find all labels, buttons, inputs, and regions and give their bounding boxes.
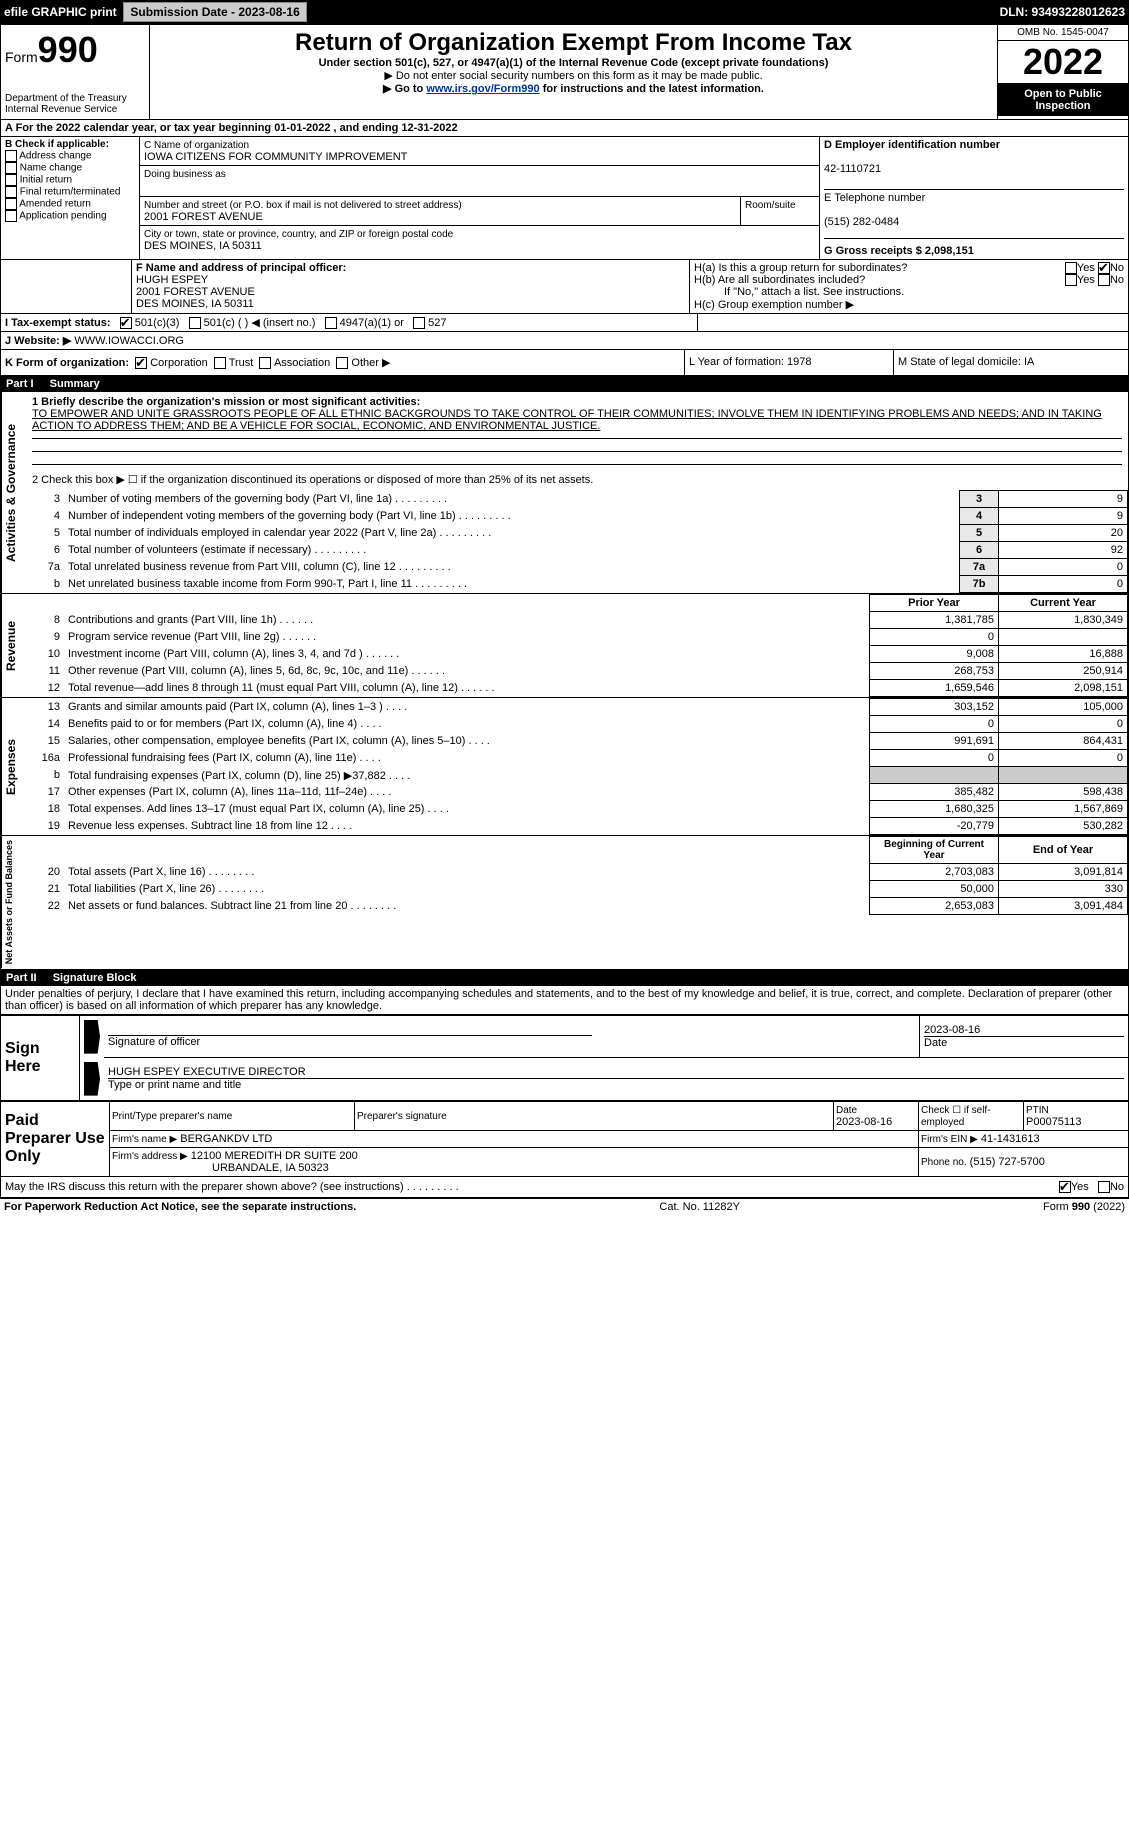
efile-label: efile GRAPHIC print — [4, 5, 117, 19]
officer-addr1: 2001 FOREST AVENUE — [136, 286, 255, 298]
submission-date-button[interactable]: Submission Date - 2023-08-16 — [123, 2, 306, 22]
officer-block: F Name and address of principal officer:… — [0, 260, 1129, 314]
governance-table: 3Number of voting members of the governi… — [26, 490, 1128, 593]
org-street: 2001 FOREST AVENUE — [144, 211, 263, 223]
signature-arrow-icon — [84, 1020, 100, 1054]
may-irs-text: May the IRS discuss this return with the… — [5, 1181, 964, 1193]
line-a: A For the 2022 calendar year, or tax yea… — [1, 120, 1128, 136]
label-expenses: Expenses — [1, 698, 26, 835]
top-bar: efile GRAPHIC print Submission Date - 20… — [0, 0, 1129, 24]
netassets-table: Beginning of Current YearEnd of Year20To… — [26, 836, 1128, 915]
label-revenue: Revenue — [1, 594, 26, 697]
form-subtitle-3: ▶ Go to www.irs.gov/Form990 for instruct… — [154, 82, 993, 95]
footer-left: For Paperwork Reduction Act Notice, see … — [4, 1201, 356, 1213]
room-label: Room/suite — [745, 200, 796, 211]
f-label: F Name and address of principal officer: — [136, 262, 346, 274]
section-j: J Website: ▶ WWW.IOWACCI.ORG — [1, 332, 698, 349]
dln-label: DLN: 93493228012623 — [1000, 5, 1125, 19]
part2-header: Part II Signature Block — [0, 970, 1129, 986]
form-header: Form990 Department of the Treasury Inter… — [0, 24, 1129, 120]
d-label: D Employer identification number — [824, 139, 1000, 151]
city-label: City or town, state or province, country… — [144, 229, 453, 240]
line2: 2 Check this box ▶ ☐ if the organization… — [26, 469, 1128, 490]
irs-link[interactable]: www.irs.gov/Form990 — [426, 83, 539, 95]
section-b: B Check if applicable: Address change Na… — [1, 137, 140, 259]
addr-label: Number and street (or P.O. box if mail i… — [144, 200, 462, 211]
c-name-label: C Name of organization — [144, 140, 249, 151]
tax-year: 2022 — [998, 41, 1128, 84]
hb-label: H(b) Are all subordinates included? — [694, 274, 865, 286]
dept-treasury: Department of the Treasury — [5, 93, 145, 104]
footer-mid: Cat. No. 11282Y — [659, 1201, 740, 1213]
dba-label: Doing business as — [144, 169, 226, 180]
declaration: Under penalties of perjury, I declare th… — [0, 986, 1129, 1015]
section-l: L Year of formation: 1978 — [685, 350, 894, 375]
section-k: K Form of organization: Corporation Trus… — [1, 350, 685, 375]
org-city: DES MOINES, IA 50311 — [144, 240, 262, 252]
form-title: Return of Organization Exempt From Incom… — [154, 29, 993, 57]
g-label: G Gross receipts $ 2,098,151 — [824, 245, 974, 257]
org-name: IOWA CITIZENS FOR COMMUNITY IMPROVEMENT — [144, 151, 407, 163]
form-subtitle-2: ▶ Do not enter social security numbers o… — [154, 69, 993, 82]
officer-addr2: DES MOINES, IA 50311 — [136, 298, 254, 310]
sign-here-label: Sign Here — [1, 1015, 80, 1100]
e-label: E Telephone number — [824, 192, 925, 204]
mission-text: TO EMPOWER AND UNITE GRASSROOTS PEOPLE O… — [32, 408, 1102, 432]
label-governance: Activities & Governance — [1, 392, 26, 593]
paid-preparer-label: Paid Preparer Use Only — [1, 1101, 110, 1176]
line1-label: 1 Briefly describe the organization's mi… — [32, 396, 420, 408]
revenue-table: Prior YearCurrent Year8Contributions and… — [26, 594, 1128, 697]
part1-header: Part I Summary — [0, 376, 1129, 392]
section-m: M State of legal domicile: IA — [894, 350, 1128, 375]
label-netassets: Net Assets or Fund Balances — [1, 836, 26, 968]
dept-irs: Internal Revenue Service — [5, 104, 145, 115]
sig-officer-label: Signature of officer — [108, 1035, 592, 1048]
officer-name-title: HUGH ESPEY EXECUTIVE DIRECTOR — [108, 1066, 306, 1078]
paid-preparer-block: Paid Preparer Use Only Print/Type prepar… — [0, 1101, 1129, 1177]
expenses-table: 13Grants and similar amounts paid (Part … — [26, 698, 1128, 835]
sig-date-value: 2023-08-16 — [924, 1024, 980, 1036]
omb-number: OMB No. 1545-0047 — [998, 25, 1128, 41]
section-i: I Tax-exempt status: 501(c)(3) 501(c) ( … — [1, 314, 698, 331]
sig-date-label: Date — [924, 1036, 1124, 1049]
officer-name: HUGH ESPEY — [136, 274, 208, 286]
form-number: Form990 — [5, 29, 145, 71]
phone-value: (515) 282-0484 — [824, 216, 899, 228]
sign-here-block: Sign Here Signature of officer 2023-08-1… — [0, 1015, 1129, 1101]
ha-label: H(a) Is this a group return for subordin… — [694, 262, 907, 274]
signature-arrow-icon — [84, 1062, 100, 1096]
open-public-badge: Open to Public Inspection — [998, 84, 1128, 116]
hc-label: H(c) Group exemption number ▶ — [694, 298, 1124, 311]
hb-note: If "No," attach a list. See instructions… — [694, 286, 1124, 298]
footer-right: Form 990 (2022) — [1043, 1201, 1125, 1213]
ein-value: 42-1110721 — [824, 163, 881, 175]
type-name-label: Type or print name and title — [108, 1078, 1124, 1091]
form-subtitle-1: Under section 501(c), 527, or 4947(a)(1)… — [154, 57, 993, 69]
entity-block: B Check if applicable: Address change Na… — [0, 137, 1129, 260]
